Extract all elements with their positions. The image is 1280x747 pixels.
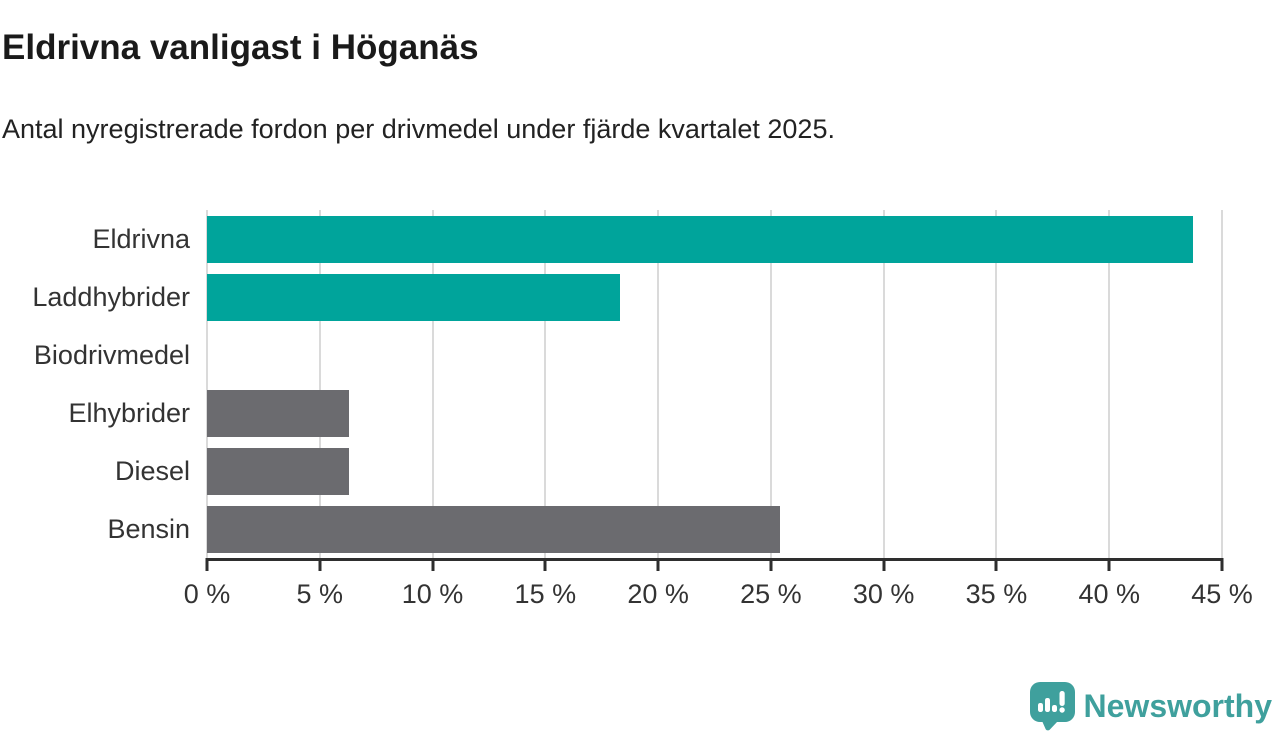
x-axis-line (207, 558, 1222, 561)
bar-track (207, 332, 1222, 379)
x-axis-tick (431, 558, 435, 571)
x-tick-label: 10 % (401, 579, 464, 609)
bar-diesel (207, 447, 350, 495)
chart-row: Laddhybrider (0, 268, 1222, 326)
bar-track (207, 389, 1222, 437)
x-axis-tick (656, 558, 660, 571)
x-axis-tick (1107, 558, 1111, 571)
x-axis-tick (769, 558, 773, 571)
newsworthy-logo-icon (1029, 682, 1075, 731)
x-axis-tick (1220, 558, 1224, 571)
chart-page: Eldrivna vanligast i Höganäs Antal nyreg… (0, 27, 1280, 747)
chart-row: Bensin (0, 500, 1222, 558)
x-axis (205, 558, 1224, 572)
plot-area: Eldrivna Laddhybrider Biodrivmedel Elhyb… (0, 210, 1253, 612)
brand-name: Newsworthy (1083, 688, 1272, 724)
x-tick-label: 15 % (514, 579, 577, 609)
bar-track (207, 447, 1222, 495)
x-tick-label: 20 % (627, 579, 689, 609)
x-tick-label: 30 % (852, 579, 915, 609)
x-tick-label: 25 % (740, 579, 802, 609)
chart-subtitle: Antal nyregistrerade fordon per drivmede… (2, 114, 835, 144)
bar-laddhybrider (207, 273, 620, 321)
bar-elhybrider (207, 389, 350, 437)
x-axis-labels: 0 % 5 % 10 % 15 % 20 % 25 % 30 % 35 % 40 % 45 % (184, 572, 1253, 612)
x-tick-label: 0 % (183, 579, 231, 609)
bar-eldrivna (207, 215, 1193, 263)
bar-bensin (207, 505, 780, 553)
x-tick-label: 35 % (965, 579, 1028, 609)
category-label: Bensin (107, 513, 190, 544)
x-axis-tick (882, 558, 886, 571)
bar-track (207, 215, 1222, 263)
x-tick-label: 45 % (1191, 579, 1253, 609)
brand-footer: Newsworthy (1029, 682, 1272, 731)
chart-title: Eldrivna vanligast i Höganäs (2, 28, 479, 67)
x-axis-tick (543, 558, 547, 571)
category-label: Biodrivmedel (33, 339, 190, 370)
chart-row: Biodrivmedel (0, 326, 1222, 384)
category-label: Elhybrider (68, 397, 190, 428)
bar-rows: Eldrivna Laddhybrider Biodrivmedel Elhyb… (0, 210, 1222, 558)
bar-track (207, 273, 1222, 321)
category-label: Diesel (114, 455, 190, 486)
x-axis-tick (994, 558, 998, 571)
bar-track (207, 505, 1222, 553)
x-axis-tick (318, 558, 322, 571)
bar-chart: Eldrivna Laddhybrider Biodrivmedel Elhyb… (0, 210, 1253, 612)
chart-row: Elhybrider (0, 384, 1222, 442)
x-axis-tick (205, 558, 209, 571)
x-tick-label: 40 % (1078, 579, 1140, 609)
category-label: Laddhybrider (32, 281, 190, 312)
chart-row: Eldrivna (0, 210, 1222, 268)
chart-row: Diesel (0, 442, 1222, 500)
x-tick-label: 5 % (296, 579, 344, 609)
category-label: Eldrivna (92, 223, 190, 254)
